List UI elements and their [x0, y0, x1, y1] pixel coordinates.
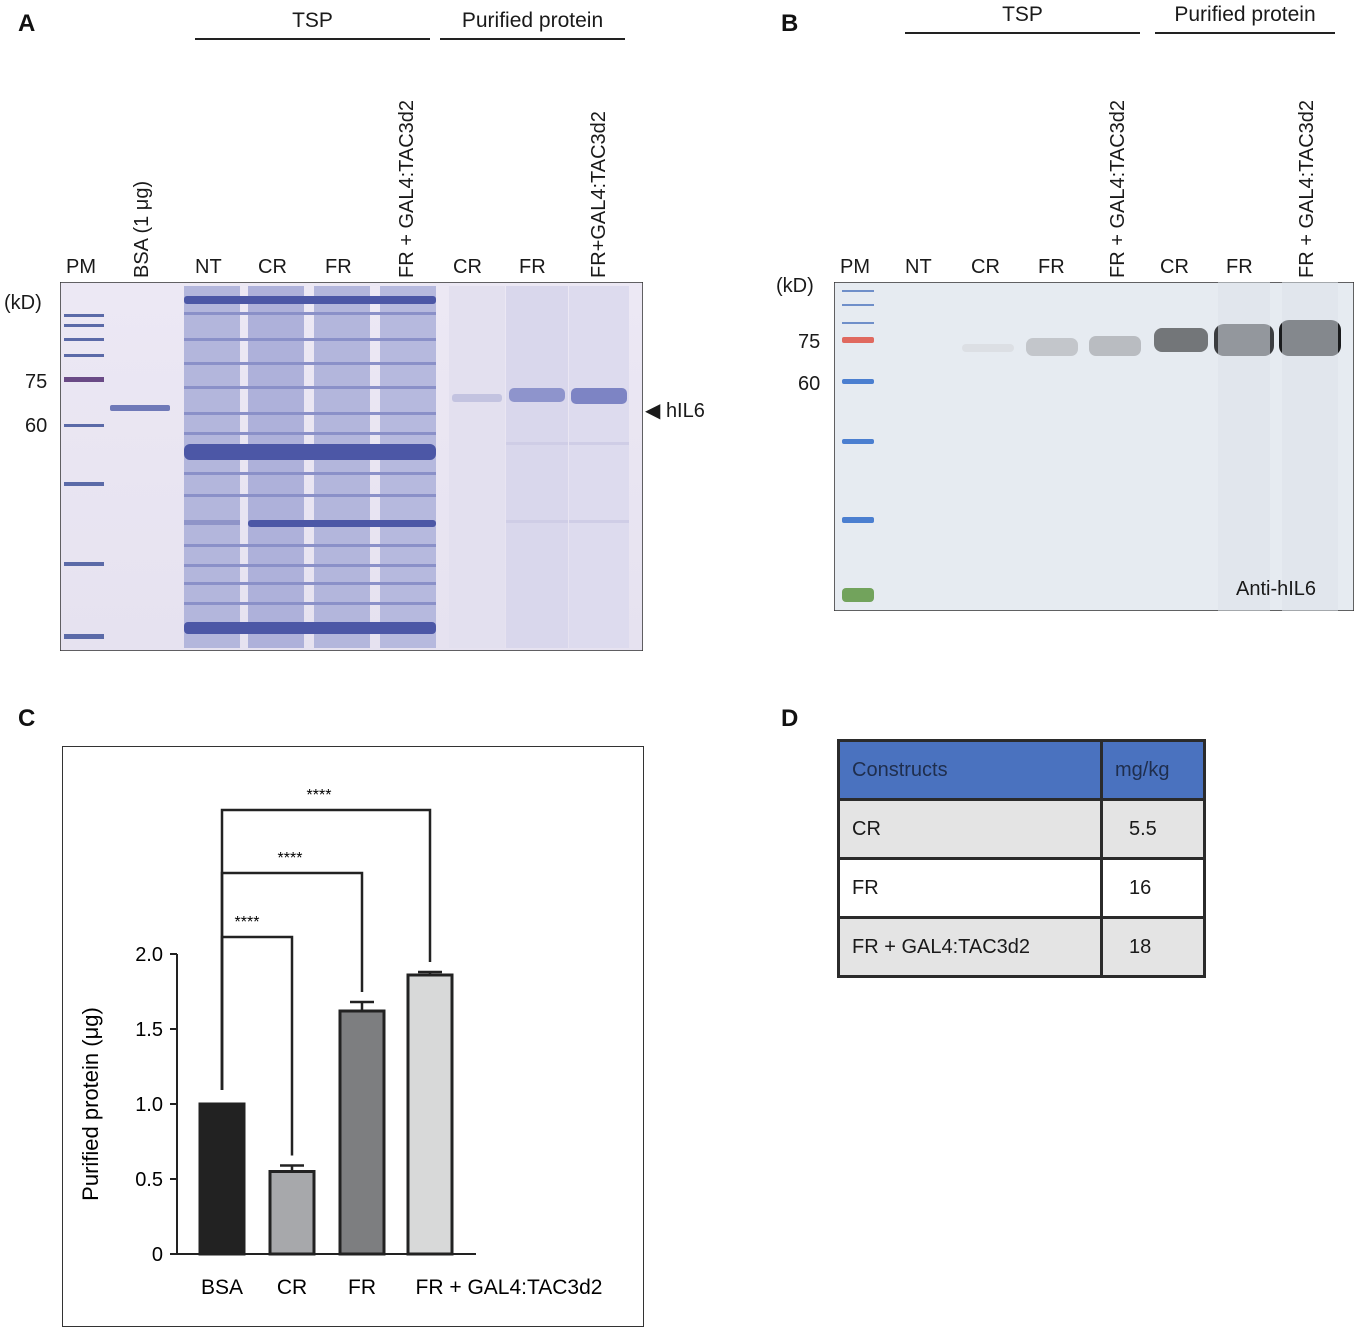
y-tick-label: 1.5	[135, 1019, 163, 1041]
blot-b-unit-label: (kD)	[776, 275, 814, 297]
yield-table: Constructs mg/kg CR 5.5 FR 16 FR + GAL4:…	[837, 739, 1206, 978]
table-cell-construct: FR + GAL4:TAC3d2	[837, 916, 1103, 978]
y-tick-label: 2.0	[135, 944, 163, 966]
gel-a-lane-pm: PM	[66, 256, 96, 278]
blot-b-antibody-label: Anti-hIL6	[1236, 578, 1317, 600]
bar	[338, 1009, 386, 1256]
bar	[198, 1102, 246, 1256]
table-cell-construct: CR	[837, 798, 1103, 860]
blot-b-lane-fr: FR	[1038, 256, 1065, 278]
table-cell-construct: FR	[837, 857, 1103, 919]
significance-label: ****	[278, 850, 303, 867]
panel-b-purified-line	[1155, 32, 1335, 34]
table-header-row: Constructs mg/kg	[837, 739, 1206, 801]
blot-b-lane-fr-purified: FR	[1226, 256, 1253, 278]
gel-a-lane-nt: NT	[195, 256, 222, 278]
header-constructs: Constructs	[837, 739, 1103, 801]
table-cell-value: 16	[1100, 857, 1206, 919]
gel-a-lane-fr-purified: FR	[519, 256, 546, 278]
panel-a-purified-header: Purified protein	[461, 9, 604, 32]
panel-b-tsp-header: TSP	[1002, 3, 1043, 26]
table-cell-value: 5.5	[1100, 798, 1206, 860]
western-blot-image	[834, 282, 1354, 611]
table-cell-value: 18	[1100, 916, 1206, 978]
gel-a-lane-cr-purified: CR	[453, 256, 482, 278]
gel-a-lane-bsa: BSA (1 μg)	[131, 180, 153, 278]
blot-b-lane-cr-purified: CR	[1160, 256, 1189, 278]
blot-b-mw-75: 75	[798, 331, 821, 353]
panel-a-purified-line	[440, 38, 625, 40]
gel-a-lane-fr: FR	[325, 256, 352, 278]
bar-chart-frame	[62, 746, 644, 1327]
panel-c-letter: C	[18, 705, 36, 732]
gel-a-hil6-label: ◀ hIL6	[645, 400, 705, 422]
gel-a-mw-60: 60	[25, 415, 48, 437]
coomassie-gel-image	[60, 282, 643, 651]
table-row: FR 16	[837, 857, 1206, 919]
x-tick-label: FR + GAL4:TAC3d2	[416, 1276, 603, 1299]
panel-b-purified-header: Purified protein	[1174, 3, 1316, 26]
header-mgkg: mg/kg	[1100, 739, 1206, 801]
blot-b-mw-60: 60	[798, 373, 821, 395]
significance-bracket	[220, 808, 432, 1090]
blot-b-lane-fr-gal4: FR + GAL4:TAC3d2	[1107, 99, 1129, 278]
x-tick-label: FR	[348, 1276, 376, 1299]
significance-label: ****	[307, 787, 332, 804]
panel-a-letter: A	[18, 10, 36, 37]
gel-a-lane-fr-gal4: FR + GAL4:TAC3d2	[396, 99, 418, 278]
gel-a-lane-fr-gal4-purified: FR+GAL4:TAC3d2	[588, 111, 610, 278]
table-row: CR 5.5	[837, 798, 1206, 860]
blot-b-lane-pm: PM	[840, 256, 870, 278]
y-tick-label: 0.5	[135, 1169, 163, 1191]
blot-b-lane-nt: NT	[905, 256, 932, 278]
panel-b-letter: B	[781, 10, 799, 37]
panel-d-letter: D	[781, 705, 799, 732]
table-row: FR + GAL4:TAC3d2 18	[837, 916, 1206, 978]
bar-chart: 0 0.5 1.0 1.5 2.0 BSA CR FR FR + GAL4:TAC3d2 **…	[78, 787, 603, 1299]
x-tick-label: CR	[277, 1276, 307, 1299]
bar	[268, 1170, 316, 1256]
y-tick-label: 1.0	[135, 1094, 163, 1116]
chart-bars: BSA CR FR FR + GAL4:TAC3d2	[198, 970, 603, 1299]
y-tick-label: 0	[152, 1244, 163, 1266]
panel-b-tsp-line	[905, 32, 1140, 34]
y-axis-label: Purified protein (μg)	[78, 1007, 103, 1201]
bar	[406, 973, 454, 1256]
significance-label: ****	[235, 914, 260, 931]
panel-a-tsp-line	[195, 38, 430, 40]
panel-a-tsp-header: TSP	[292, 9, 333, 32]
blot-b-lane-cr: CR	[971, 256, 1000, 278]
gel-a-lane-cr: CR	[258, 256, 287, 278]
chart-significance: **** **** ****	[220, 787, 432, 1156]
gel-a-mw-75: 75	[25, 371, 48, 393]
x-tick-label: BSA	[201, 1276, 243, 1299]
blot-b-lane-fr-gal4-purified: FR + GAL4:TAC3d2	[1296, 99, 1318, 278]
gel-a-unit-label: (kD)	[4, 292, 42, 314]
